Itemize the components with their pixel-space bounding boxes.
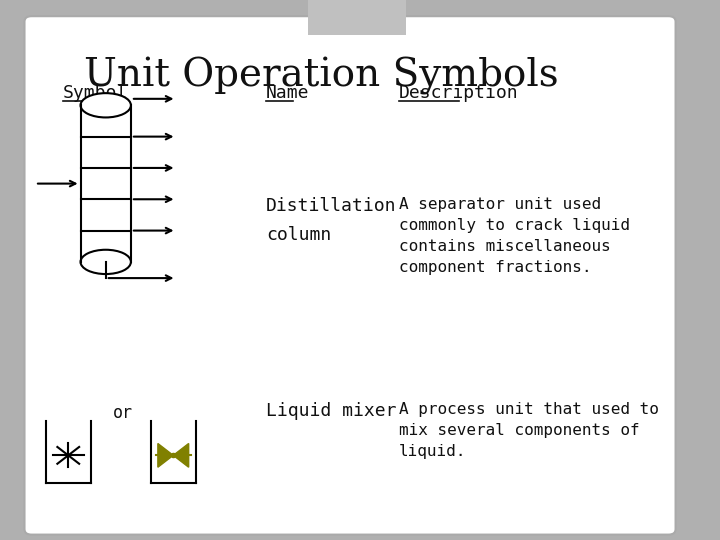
FancyBboxPatch shape [24, 16, 675, 535]
Polygon shape [158, 443, 174, 467]
Ellipse shape [81, 249, 131, 274]
Text: or: or [112, 404, 132, 422]
Text: Liquid mixer: Liquid mixer [266, 402, 397, 420]
Polygon shape [174, 443, 189, 467]
Ellipse shape [81, 93, 131, 118]
Text: Description: Description [399, 84, 518, 102]
Bar [81, 105, 131, 262]
Bar [308, 0, 406, 35]
Text: Unit Operation Symbols: Unit Operation Symbols [84, 57, 559, 94]
Text: A separator unit used
commonly to crack liquid
contains miscellaneous
component : A separator unit used commonly to crack … [399, 197, 630, 275]
Text: Symbol: Symbol [63, 84, 128, 102]
Text: A process unit that used to
mix several components of
liquid.: A process unit that used to mix several … [399, 402, 659, 460]
Text: Distillation
column: Distillation column [266, 197, 397, 244]
Text: Name: Name [266, 84, 310, 102]
